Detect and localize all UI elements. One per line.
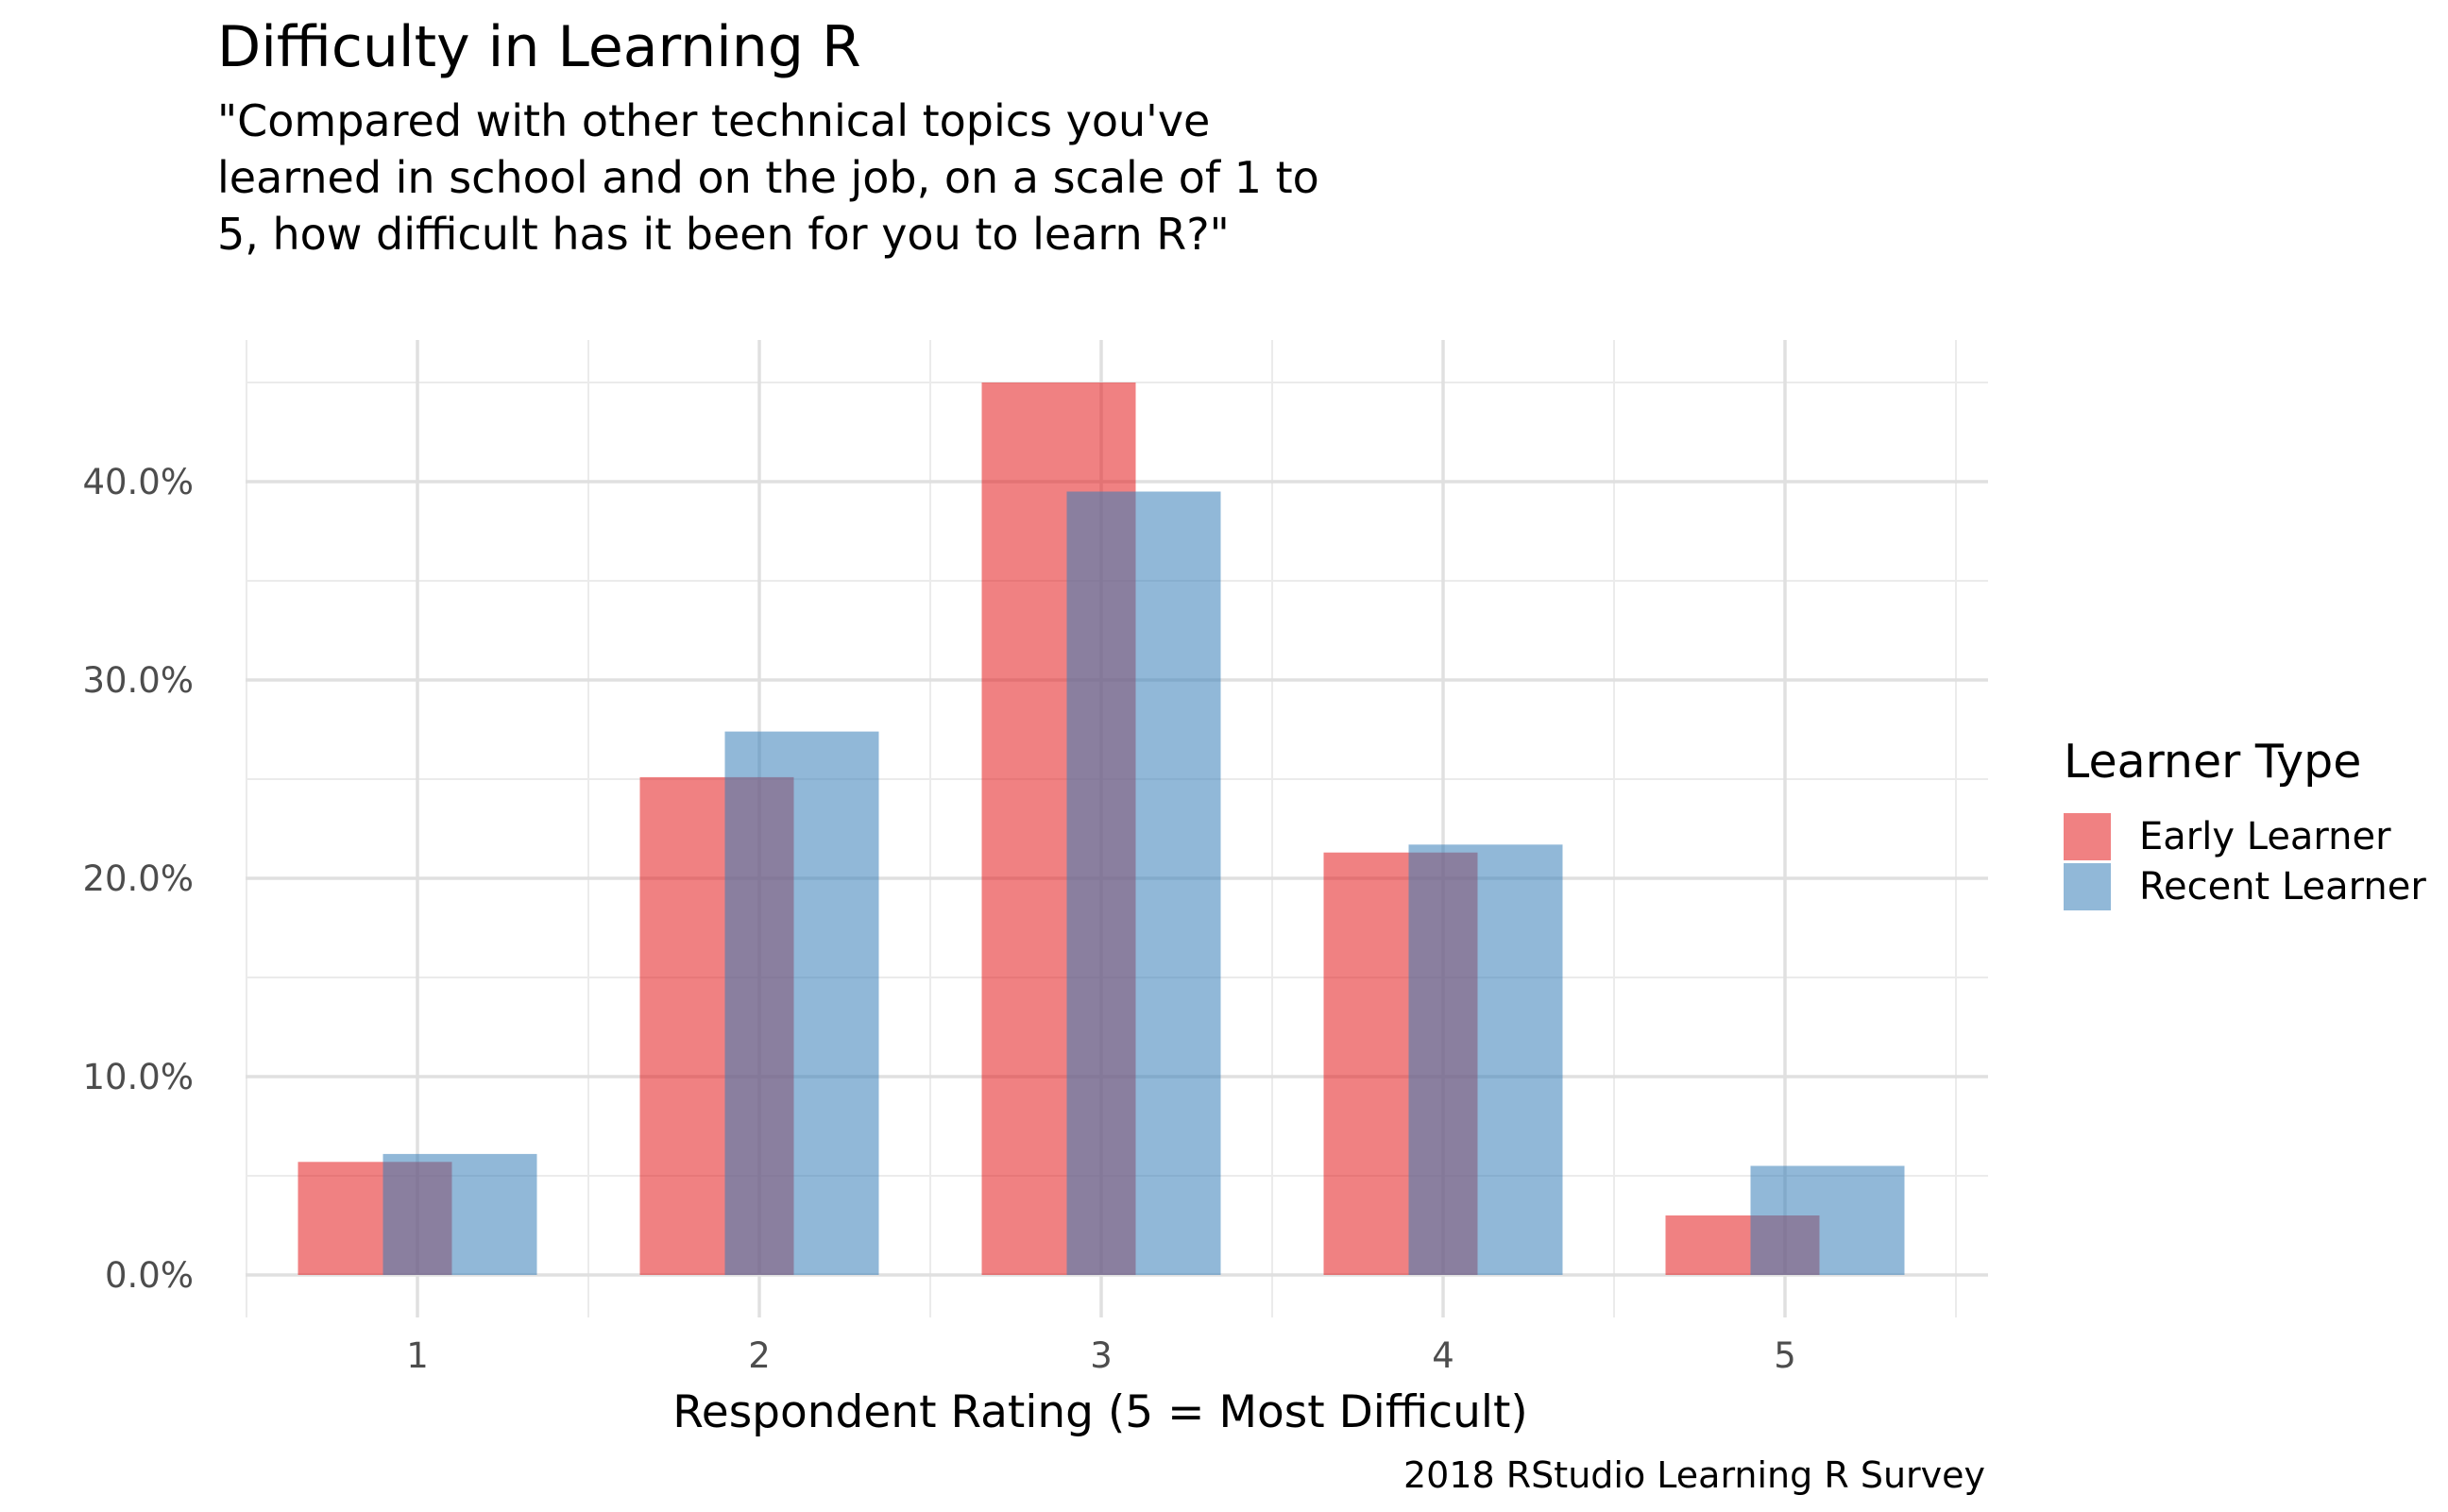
legend: Learner Type Early Learner Recent Learne… bbox=[2064, 735, 2426, 911]
chart-title: Difficulty in Learning R bbox=[217, 14, 861, 80]
bar-recent-learner-5 bbox=[1750, 1165, 1905, 1275]
legend-item-recent-learner: Recent Learner bbox=[2064, 861, 2426, 911]
bar-recent-learner-1 bbox=[382, 1153, 537, 1275]
x-tick-label: 2 bbox=[748, 1335, 771, 1376]
legend-item-early-learner: Early Learner bbox=[2064, 811, 2426, 861]
x-tick-label: 5 bbox=[1774, 1335, 1796, 1376]
x-tick-label: 1 bbox=[406, 1335, 429, 1376]
legend-title: Learner Type bbox=[2064, 735, 2362, 789]
chart-caption: 2018 RStudio Learning R Survey bbox=[1402, 1454, 1985, 1496]
legend-key-early-learner bbox=[2064, 812, 2111, 860]
legend-label-recent-learner: Recent Learner bbox=[2139, 864, 2426, 909]
bar-recent-learner-3 bbox=[1066, 491, 1221, 1275]
x-tick-label: 3 bbox=[1090, 1335, 1113, 1376]
bar-recent-learner-4 bbox=[1408, 844, 1563, 1275]
y-tick-label: 30.0% bbox=[82, 660, 194, 701]
chart-subtitle: "Compared with other technical topics yo… bbox=[217, 95, 1319, 260]
y-tick-label: 40.0% bbox=[82, 462, 194, 502]
y-tick-label: 20.0% bbox=[82, 858, 194, 899]
x-tick-label: 4 bbox=[1432, 1335, 1454, 1376]
y-tick-label: 10.0% bbox=[82, 1057, 194, 1097]
bar-recent-learner-2 bbox=[724, 731, 879, 1275]
x-axis-title: Respondent Rating (5 = Most Difficult) bbox=[672, 1386, 1528, 1438]
y-tick-label: 0.0% bbox=[105, 1255, 194, 1296]
legend-label-early-learner: Early Learner bbox=[2139, 814, 2391, 858]
legend-key-recent-learner bbox=[2064, 862, 2111, 910]
